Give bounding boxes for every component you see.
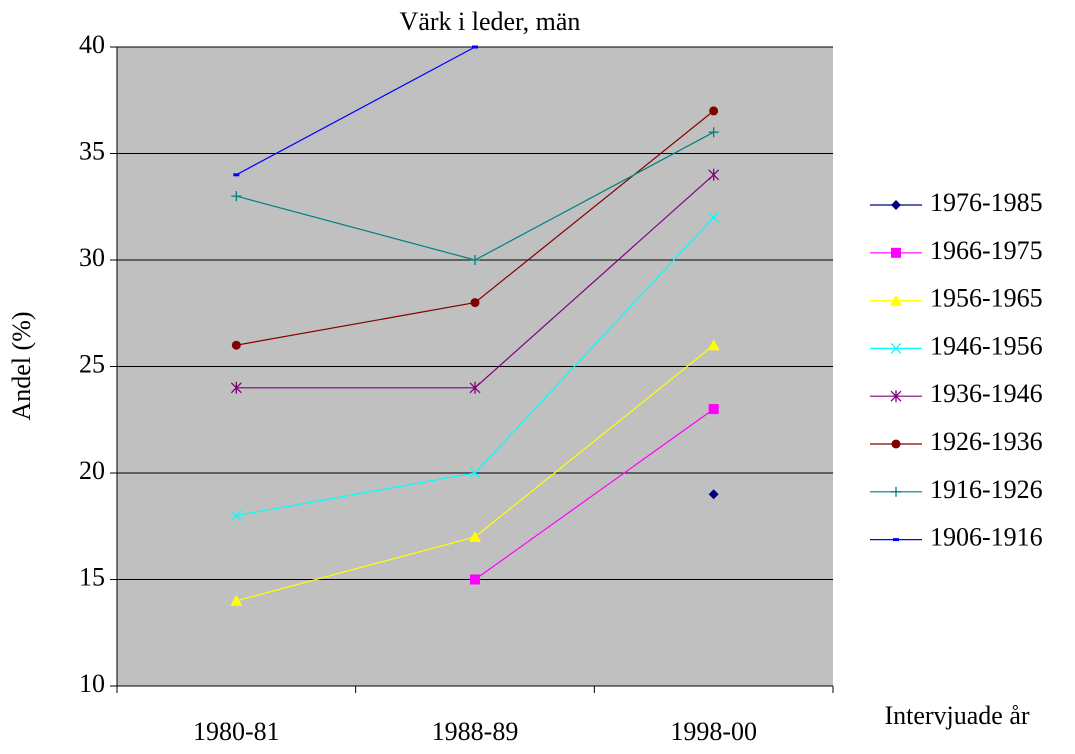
marker [469,381,481,394]
series-line [236,46,476,176]
legend-label: 1906-1916 [930,523,1043,552]
legend: 1976-1985 1966-1975 1956-1965 1946-1956 1936… [870,188,1043,552]
marker [233,173,240,177]
marker [231,191,242,202]
x-axis-title: Intervjuade år [884,701,1029,730]
marker [231,340,241,350]
marker [472,45,478,49]
marker [890,342,902,354]
x-tick-label: 1998-00 [670,717,757,746]
marker [890,294,902,306]
marker [470,298,480,308]
legend-label: 1976-1985 [930,188,1043,217]
x-tick-label: 1988-89 [432,717,519,746]
marker [891,200,901,210]
y-tick-label: 10 [79,669,105,698]
x-tick-label: 1980-81 [193,717,280,746]
marker [469,530,481,542]
y-tick-label: 15 [79,562,105,591]
marker [709,106,719,116]
marker [891,486,901,497]
marker [708,404,719,415]
legend-label: 1946-1956 [930,331,1043,360]
legend-label: 1956-1965 [930,284,1043,313]
marker [230,381,242,394]
marker [890,390,902,403]
y-tick-label: 40 [79,30,105,59]
series-line [474,408,715,580]
legend-label: 1936-1946 [930,379,1043,408]
marker [470,574,480,585]
y-tick-label: 25 [79,349,105,378]
y-tick-label: 20 [79,456,105,485]
marker [708,489,719,500]
marker [230,510,242,522]
marker [708,127,719,138]
marker [708,168,720,181]
marker [470,255,480,265]
marker [891,247,901,258]
marker [891,439,901,449]
marker [893,538,899,542]
marks [230,45,720,606]
y-axis-title: Andel (%) [7,311,36,420]
marker [708,211,720,223]
marker [469,467,481,479]
marker [230,594,243,606]
legend-label: 1966-1975 [930,236,1043,265]
y-tick-label: 30 [79,243,105,272]
legend-label: 1926-1936 [930,427,1043,456]
marker [707,339,720,351]
chart-title: Värk i leder, män [400,7,581,36]
y-tick-label: 35 [79,136,105,165]
legend-label: 1916-1926 [930,475,1043,504]
